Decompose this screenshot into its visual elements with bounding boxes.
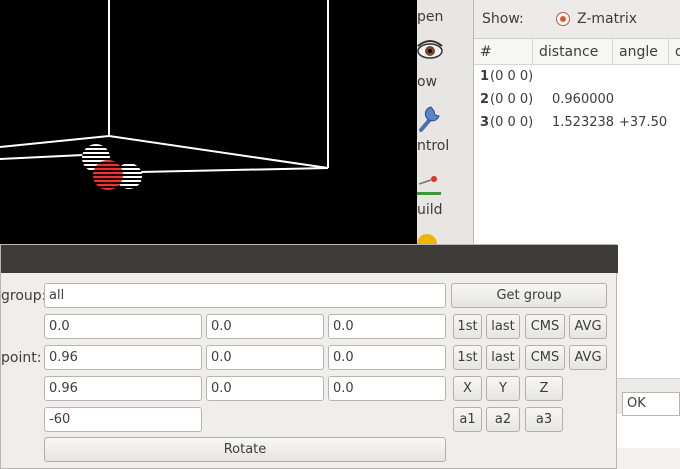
row-angle: +37.50: [619, 115, 668, 130]
row-distance: 1.523238: [552, 115, 615, 130]
angle-input[interactable]: -60: [44, 407, 202, 432]
row1-z-input[interactable]: 0.0: [328, 314, 446, 339]
row2-x-input[interactable]: 0.96: [44, 345, 202, 370]
show-bar: Show: Z-matrix: [474, 0, 680, 38]
row-number: 2: [480, 92, 490, 107]
row2-avg-button[interactable]: AVG: [569, 345, 607, 370]
show-label: Show:: [482, 11, 524, 27]
row1-last-button[interactable]: last: [486, 314, 520, 339]
row1-cms-button[interactable]: CMS: [525, 314, 565, 339]
a3-button[interactable]: a3: [525, 407, 563, 432]
row3-y-input[interactable]: 0.0: [206, 376, 324, 401]
rotate-button[interactable]: Rotate: [44, 437, 446, 462]
column-header-angle[interactable]: angle: [613, 39, 669, 65]
build-icon[interactable]: [417, 170, 445, 196]
viewer-canvas[interactable]: [0, 0, 417, 272]
column-header-distance[interactable]: distance: [533, 39, 613, 65]
row3-x-input[interactable]: 0.96: [44, 376, 202, 401]
oxygen-atom[interactable]: [93, 160, 123, 190]
row-group: (0 0 0): [490, 69, 534, 84]
axis-x-button[interactable]: X: [453, 376, 482, 401]
zmatrix-radio-label[interactable]: Z-matrix: [577, 11, 638, 27]
row-group: (0 0 0): [490, 115, 534, 130]
eye-icon[interactable]: [417, 38, 443, 64]
row2-last-button[interactable]: last: [486, 345, 520, 370]
row2-z-input[interactable]: 0.0: [328, 345, 446, 370]
a1-button[interactable]: a1: [453, 407, 482, 432]
row1-first-button[interactable]: 1st: [453, 314, 482, 339]
row-distance: 0.960000: [552, 92, 615, 107]
axis-z-button[interactable]: Z: [525, 376, 563, 401]
smiley-icon: [417, 234, 437, 246]
row2-first-button[interactable]: 1st: [453, 345, 482, 370]
row2-cms-button[interactable]: CMS: [525, 345, 565, 370]
hydrogen-atom-2[interactable]: [116, 163, 142, 189]
zmatrix-radio[interactable]: [556, 12, 570, 26]
column-header-number[interactable]: #: [474, 39, 533, 65]
rotate-dialog: group: all Get group 0.0 0.0 0.0 1st las…: [0, 244, 618, 469]
axis-y-button[interactable]: Y: [486, 376, 520, 401]
point-label: point:: [1, 350, 42, 366]
get-group-button[interactable]: Get group: [451, 283, 607, 308]
toolbar-open-label[interactable]: pen: [417, 9, 444, 25]
molecule-viewer[interactable]: [0, 0, 417, 272]
row-number: 3: [480, 115, 490, 130]
row3-z-input[interactable]: 0.0: [328, 376, 446, 401]
toolbar-panel: pen ow ntrol uild: [417, 0, 473, 246]
row2-y-input[interactable]: 0.0: [206, 345, 324, 370]
wrench-icon[interactable]: [417, 103, 443, 133]
dialog-titlebar[interactable]: [1, 245, 618, 273]
group-label: group:: [1, 288, 47, 304]
toolbar-build-label[interactable]: uild: [417, 202, 443, 218]
a2-button[interactable]: a2: [486, 407, 520, 432]
toolbar-show-label[interactable]: ow: [417, 74, 438, 90]
row1-avg-button[interactable]: AVG: [569, 314, 607, 339]
unit-cell-box: [0, 0, 329, 173]
row-group: (0 0 0): [490, 92, 534, 107]
group-input[interactable]: all: [44, 283, 446, 308]
row-number: 1: [480, 69, 490, 84]
row1-x-input[interactable]: 0.0: [44, 314, 202, 339]
ok-field[interactable]: OK: [622, 392, 680, 416]
toolbar-control-label[interactable]: ntrol: [417, 138, 450, 154]
row1-y-input[interactable]: 0.0: [206, 314, 324, 339]
column-header-dihedral[interactable]: d: [669, 39, 680, 65]
